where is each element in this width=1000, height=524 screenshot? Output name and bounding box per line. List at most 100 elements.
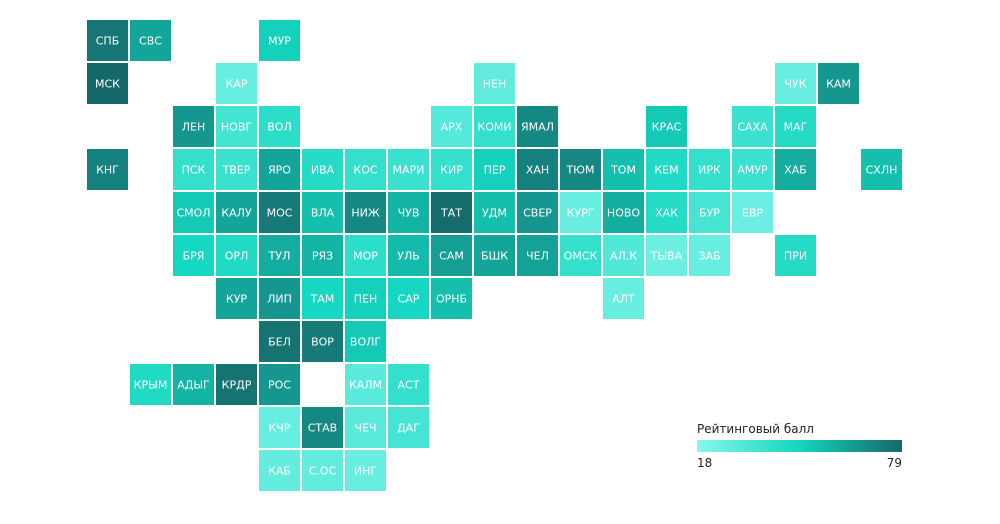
tile-label: БШК bbox=[481, 250, 508, 263]
tile-label: КРЫМ bbox=[134, 379, 168, 392]
tile bbox=[603, 192, 644, 233]
tile bbox=[431, 278, 472, 319]
tile-label: ПЕН bbox=[354, 293, 378, 306]
tile bbox=[259, 149, 300, 190]
tile bbox=[87, 20, 128, 61]
tile-label: МАГ bbox=[784, 121, 808, 134]
tile-label: УЛЬ bbox=[397, 250, 420, 263]
tile bbox=[732, 106, 773, 147]
tile bbox=[130, 20, 171, 61]
tile-label: ЧЕЧ bbox=[354, 422, 376, 435]
tile bbox=[388, 407, 429, 448]
tile-label: САХА bbox=[737, 121, 768, 134]
tile-label: КРДР bbox=[222, 379, 252, 392]
tile-label: ХАК bbox=[655, 207, 678, 220]
tile-label: КНГ bbox=[96, 164, 119, 177]
tile bbox=[388, 364, 429, 405]
tile-label: АЛТ bbox=[612, 293, 635, 306]
tile-label: САР bbox=[398, 293, 420, 306]
legend-min: 18 bbox=[697, 456, 712, 470]
tile-label: ОРЛ bbox=[225, 250, 249, 263]
tile-label: ЕВР bbox=[742, 207, 763, 220]
tiles: СПБ СВС МУР МСК КАР НЕН ЧУК КАМ ЛЕН НОВГ ВОЛ АРХ КОМ… bbox=[87, 20, 902, 491]
tile-label: ТВЕР bbox=[222, 164, 251, 177]
tile bbox=[775, 106, 816, 147]
tile-label: СВС bbox=[139, 35, 162, 48]
tile bbox=[87, 63, 128, 104]
tile bbox=[173, 235, 214, 276]
tile-label: КАЛМ bbox=[349, 379, 382, 392]
tile-label: НОВО bbox=[607, 207, 640, 220]
tile bbox=[603, 278, 644, 319]
tile bbox=[560, 149, 601, 190]
tile bbox=[732, 192, 773, 233]
tile-label: КОС bbox=[353, 164, 377, 177]
tile-label: ТУЛ bbox=[268, 250, 291, 263]
tile-label: ТОМ bbox=[610, 164, 636, 177]
tile bbox=[646, 235, 687, 276]
tile-label: КЧР bbox=[269, 422, 291, 435]
tile bbox=[173, 149, 214, 190]
tile bbox=[431, 235, 472, 276]
tile bbox=[388, 235, 429, 276]
tile bbox=[259, 450, 300, 491]
tile-label: УДМ bbox=[482, 207, 507, 220]
tile bbox=[345, 407, 386, 448]
tile bbox=[259, 106, 300, 147]
tile-label: ДАГ bbox=[397, 422, 420, 435]
tile bbox=[775, 235, 816, 276]
tile-label: КУР bbox=[226, 293, 248, 306]
tile-label: КОМИ bbox=[477, 121, 511, 134]
tile bbox=[603, 149, 644, 190]
tile bbox=[689, 192, 730, 233]
legend: Рейтинговый балл 18 79 bbox=[697, 422, 902, 470]
tile bbox=[302, 192, 343, 233]
tile bbox=[345, 192, 386, 233]
tile-label: ОМСК bbox=[564, 250, 598, 263]
tile-label: АРХ bbox=[441, 121, 463, 134]
tile-label: ТАТ bbox=[440, 207, 462, 220]
tile-label: МАРИ bbox=[393, 164, 425, 177]
tile bbox=[603, 235, 644, 276]
tile bbox=[345, 235, 386, 276]
tile-label: ПСК bbox=[182, 164, 206, 177]
tile-label: КИР bbox=[440, 164, 463, 177]
tile-label: КАЛУ bbox=[221, 207, 252, 220]
tile-label: МОС bbox=[267, 207, 293, 220]
tile-label: ИВА bbox=[311, 164, 335, 177]
tile bbox=[259, 364, 300, 405]
tile bbox=[173, 364, 214, 405]
tile bbox=[87, 149, 128, 190]
tile-label: РОС bbox=[268, 379, 291, 392]
tile bbox=[302, 450, 343, 491]
tile bbox=[259, 192, 300, 233]
legend-max: 79 bbox=[887, 456, 902, 470]
tile-label: С.ОС bbox=[309, 465, 337, 478]
tile bbox=[173, 192, 214, 233]
tile-label: ВОЛ bbox=[267, 121, 291, 134]
tile-label: РЯЗ bbox=[312, 250, 333, 263]
tile bbox=[388, 192, 429, 233]
tile-label: ХАБ bbox=[784, 164, 807, 177]
tile bbox=[431, 149, 472, 190]
tile bbox=[216, 192, 257, 233]
tile bbox=[302, 321, 343, 362]
tile-label: ПРИ bbox=[784, 250, 807, 263]
tile-label: ИРК bbox=[698, 164, 721, 177]
tile-label: ТЮМ bbox=[565, 164, 594, 177]
tile-label: МОР bbox=[353, 250, 378, 263]
tile-label: ЗАБ bbox=[698, 250, 720, 263]
tile-label: ЛЕН bbox=[182, 121, 206, 134]
tile bbox=[646, 149, 687, 190]
tile-label: ТАМ bbox=[310, 293, 335, 306]
tile-label: КАМ bbox=[826, 78, 851, 91]
tile-label: МУР bbox=[268, 35, 291, 48]
tile bbox=[517, 149, 558, 190]
tile bbox=[216, 235, 257, 276]
tile bbox=[302, 235, 343, 276]
tile bbox=[345, 321, 386, 362]
tile bbox=[345, 450, 386, 491]
tile-label: СВЕР bbox=[523, 207, 552, 220]
tile bbox=[302, 149, 343, 190]
tile-label: ЯМАЛ bbox=[521, 121, 554, 134]
